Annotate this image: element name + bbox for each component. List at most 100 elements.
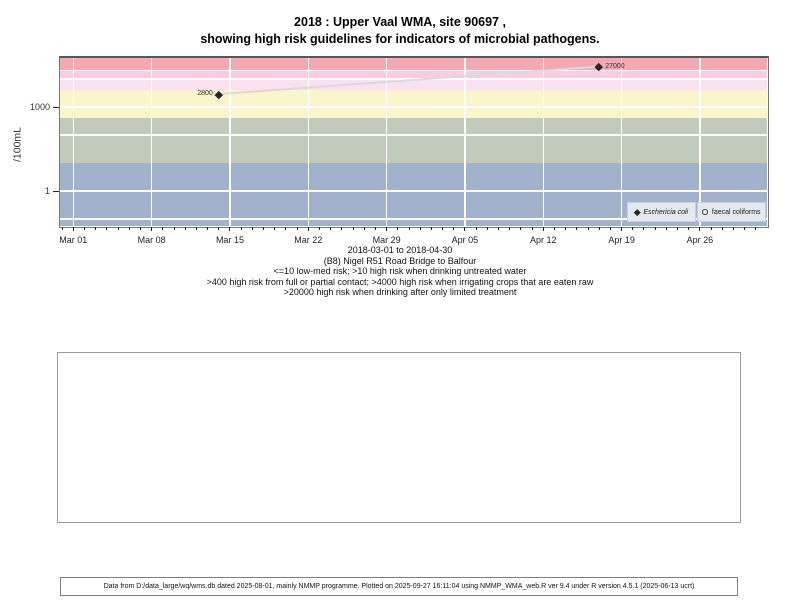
x-minor-tick <box>240 227 242 230</box>
x-minor-tick <box>688 227 690 230</box>
x-tick-label: Apr 26 <box>686 235 714 245</box>
x-tick-label: Apr 05 <box>451 235 479 245</box>
x-minor-tick <box>263 227 265 230</box>
v-gridline <box>542 58 545 226</box>
x-minor-tick <box>419 227 421 230</box>
x-minor-tick <box>755 227 757 230</box>
page-title: 2018 : Upper Vaal WMA, site 90697 , show… <box>0 14 800 47</box>
x-minor-tick <box>453 227 455 230</box>
x-major-tick <box>229 227 231 231</box>
v-gridline <box>464 58 466 226</box>
x-minor-tick <box>475 227 477 230</box>
x-minor-tick <box>184 227 186 230</box>
empty-panel <box>57 352 741 523</box>
h-gridline <box>60 218 767 220</box>
h-gridline <box>60 69 767 72</box>
x-minor-tick <box>408 227 410 230</box>
footer-box: Data from D:/data_large/wq/wms.db dated … <box>60 577 738 596</box>
y-tick-label: 1000 <box>29 102 50 112</box>
x-major-tick <box>542 227 544 231</box>
x-minor-tick <box>128 227 130 230</box>
x-minor-tick <box>587 227 589 230</box>
y-tick <box>53 106 59 108</box>
x-minor-tick <box>251 227 253 230</box>
plot-area: 2800 27000 Eschericia coli faecal coliforms <box>60 58 767 226</box>
x-minor-tick <box>83 227 85 230</box>
caption-block: 2018-03-01 to 2018-04-30 (B8) Nigel R51 R… <box>0 245 800 298</box>
x-minor-tick <box>274 227 276 230</box>
data-point-label: 2800 <box>197 90 213 98</box>
x-minor-tick <box>520 227 522 230</box>
h-gridline <box>60 134 767 136</box>
v-gridline <box>385 58 388 226</box>
x-major-tick <box>151 227 153 231</box>
y-tick <box>53 190 59 192</box>
risk-band <box>60 118 767 163</box>
x-minor-tick <box>498 227 500 230</box>
x-minor-tick <box>710 227 712 230</box>
risk-band <box>60 79 767 91</box>
x-minor-tick <box>117 227 119 230</box>
x-minor-tick <box>744 227 746 230</box>
x-minor-tick <box>195 227 197 230</box>
v-gridline <box>307 58 310 226</box>
x-minor-tick <box>207 227 209 230</box>
x-minor-tick <box>330 227 332 230</box>
x-minor-tick <box>643 227 645 230</box>
footer-text: Data from D:/data_large/wq/wms.db dated … <box>103 583 695 590</box>
x-minor-tick <box>565 227 567 230</box>
caption-line: >20000 high risk when drinking after onl… <box>283 287 517 298</box>
x-minor-tick <box>341 227 343 230</box>
x-minor-tick <box>430 227 432 230</box>
risk-band <box>60 90 767 119</box>
x-minor-tick <box>721 227 723 230</box>
v-gridline <box>620 58 623 226</box>
filled-diamond-icon <box>633 208 641 216</box>
x-tick-label: Mar 01 <box>59 235 88 245</box>
x-major-tick <box>307 227 309 231</box>
x-minor-tick <box>665 227 667 230</box>
x-minor-tick <box>139 227 141 230</box>
h-gridline <box>60 106 767 108</box>
x-minor-tick <box>733 227 734 230</box>
x-minor-tick <box>609 227 611 230</box>
v-gridline <box>72 58 75 226</box>
x-tick-label: Apr 19 <box>608 235 635 245</box>
x-major-tick <box>464 227 466 231</box>
x-minor-tick <box>218 227 220 230</box>
x-minor-tick <box>173 227 175 230</box>
x-tick-label: Apr 12 <box>530 235 557 245</box>
legend-label: faecal coliforms <box>711 208 761 216</box>
v-gridline <box>229 58 231 226</box>
v-gridline <box>150 58 153 226</box>
x-minor-tick <box>598 227 600 230</box>
risk-band <box>60 70 767 79</box>
v-gridline <box>699 58 701 226</box>
x-minor-tick <box>632 227 634 230</box>
x-major-tick <box>386 227 388 231</box>
x-minor-tick <box>363 227 365 230</box>
y-tick-label: 1 <box>44 186 50 196</box>
x-minor-tick <box>106 227 108 230</box>
x-major-tick <box>699 227 701 231</box>
x-minor-tick <box>352 227 354 230</box>
legend-label: Eschericia coli <box>643 208 689 216</box>
x-tick-label: Mar 29 <box>372 235 401 245</box>
x-minor-tick <box>486 227 488 230</box>
data-point-label: 27000 <box>605 62 625 70</box>
x-minor-tick <box>296 227 298 230</box>
title-line-2: showing high risk guidelines for indicat… <box>200 31 600 46</box>
caption-line: <=10 low-med risk; >10 high risk when dr… <box>273 266 527 277</box>
h-gridline <box>60 190 767 192</box>
x-tick-label: Mar 08 <box>137 235 166 245</box>
x-minor-tick <box>509 227 511 230</box>
caption-line: (B8) Nigel R51 Road Bridge to Balfour <box>323 255 477 266</box>
x-minor-tick <box>162 227 164 230</box>
x-major-tick <box>621 227 623 231</box>
legend-item-ecoli: Eschericia coli <box>627 202 696 222</box>
x-tick-label: Mar 22 <box>294 235 323 245</box>
x-minor-tick <box>95 227 97 230</box>
x-major-tick <box>72 227 74 231</box>
x-minor-tick <box>553 227 555 230</box>
